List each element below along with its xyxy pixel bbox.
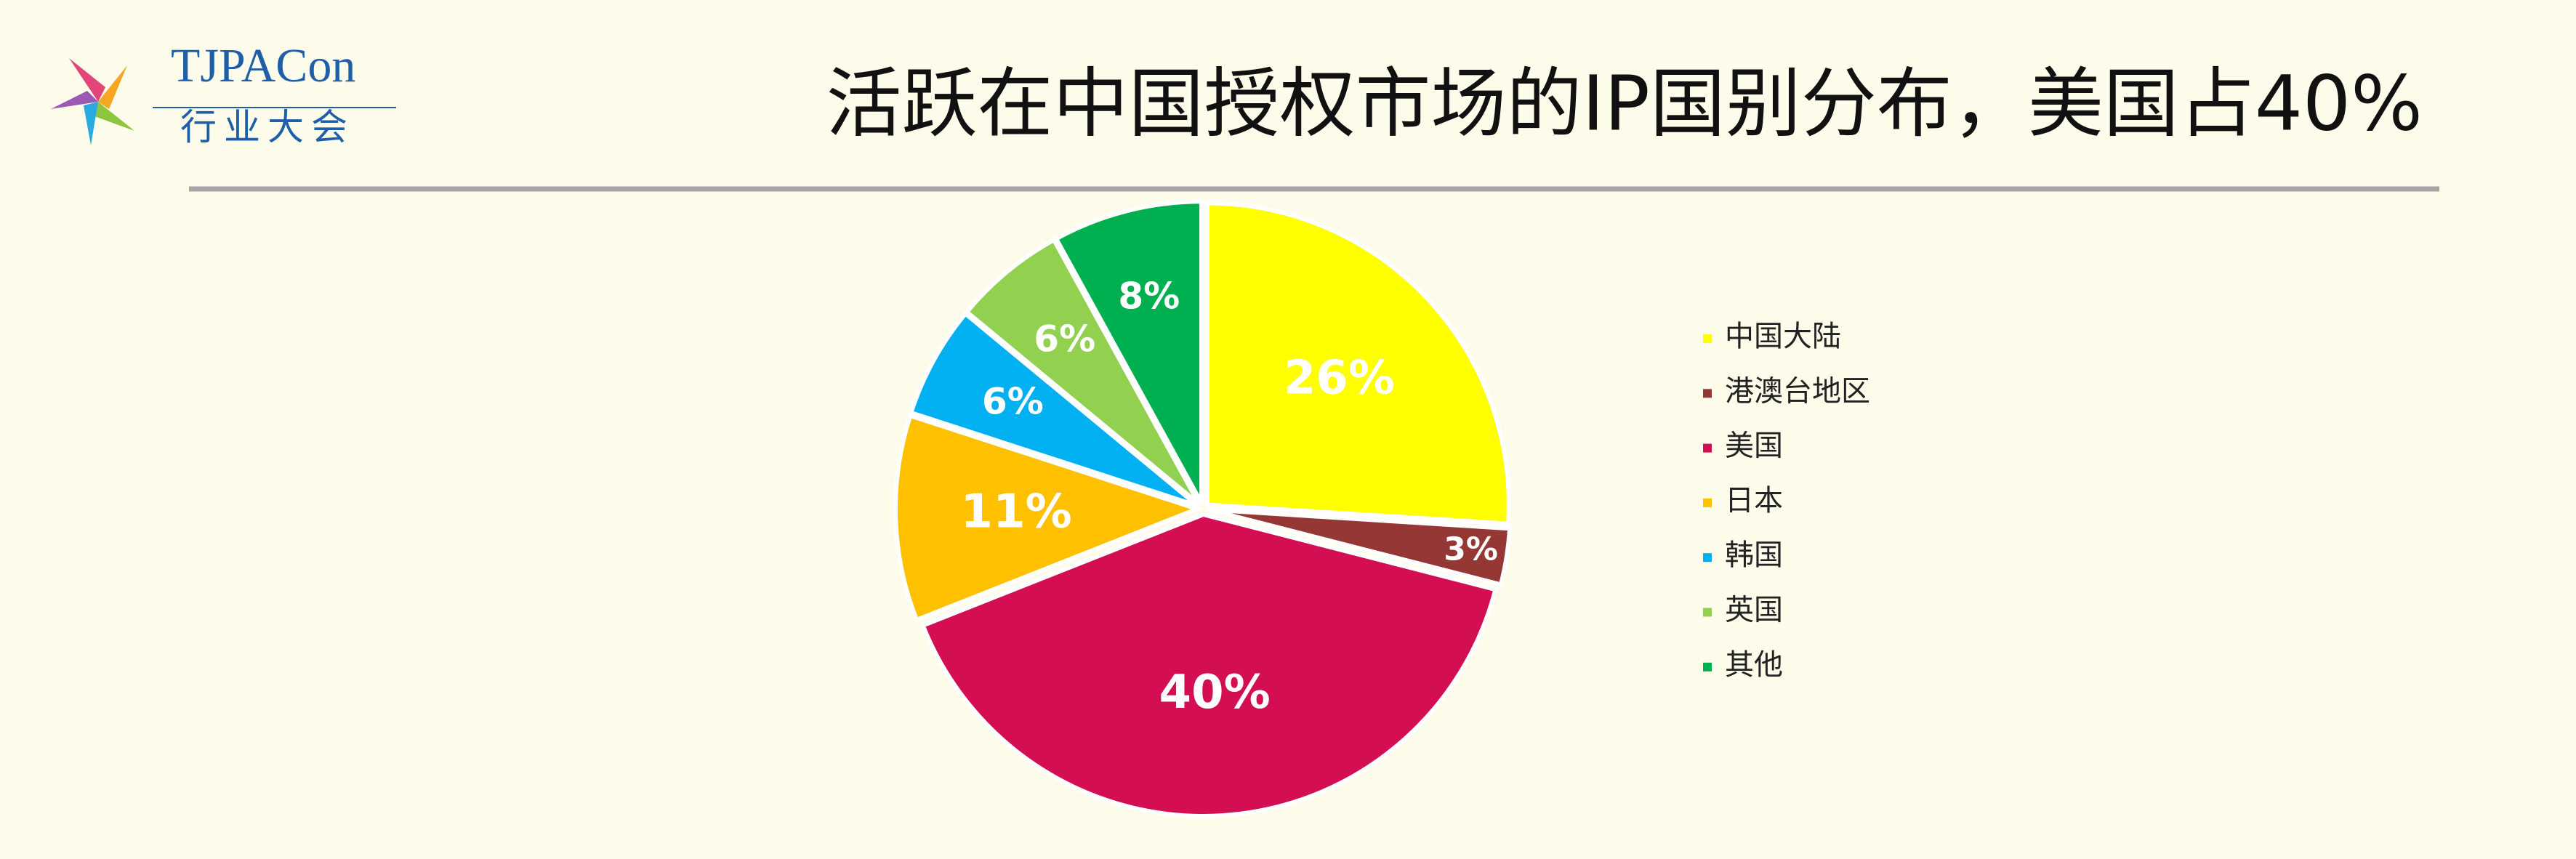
legend-label: 英国 [1725, 594, 1783, 627]
legend-swatch [1703, 498, 1712, 507]
legend-label: 美国 [1725, 430, 1783, 463]
legend-swatch [1703, 608, 1712, 617]
data-label: 3% [1444, 531, 1498, 568]
chart-title: 活跃在中国授权市场的IP国别分布，美国占40% [826, 59, 2423, 148]
legend-label: 港澳台地区 [1725, 374, 1870, 408]
data-label: 6% [982, 381, 1044, 423]
legend-label: 韩国 [1725, 539, 1783, 572]
data-label: 11% [961, 485, 1072, 539]
legend-swatch [1703, 389, 1712, 398]
data-label: 26% [1284, 352, 1395, 406]
legend-label: 中国大陆 [1725, 320, 1841, 353]
pie-slice [1053, 199, 1204, 504]
pie-slice [919, 512, 1499, 818]
pie-slice [1204, 201, 1511, 526]
legend-swatch [1703, 553, 1712, 562]
legend-swatch [1703, 443, 1712, 453]
legend-label: 其他 [1725, 648, 1783, 682]
logo-subtitle: 行业大会 [180, 106, 355, 148]
logo-icon [51, 58, 134, 145]
legend-label: 日本 [1725, 484, 1783, 517]
legend-swatch [1703, 662, 1712, 672]
pie-slice [908, 310, 1199, 508]
pie-slice [963, 237, 1202, 507]
pie-slice [893, 413, 1204, 623]
logo-name: TJPACon [171, 39, 355, 92]
data-label: 40% [1159, 666, 1271, 719]
pie-slice [1208, 507, 1513, 588]
data-label: 6% [1034, 318, 1095, 360]
data-label: 8% [1118, 275, 1180, 317]
legend-swatch [1703, 334, 1712, 343]
